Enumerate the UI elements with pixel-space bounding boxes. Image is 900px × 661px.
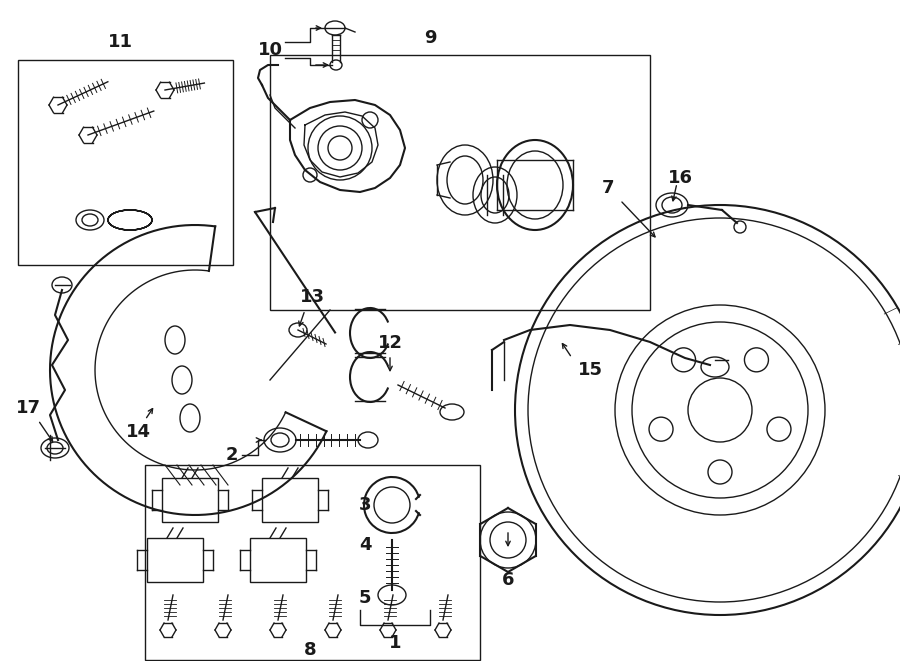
Text: 4: 4	[359, 536, 371, 554]
Text: 5: 5	[359, 589, 371, 607]
Text: 15: 15	[578, 361, 602, 379]
Text: 14: 14	[125, 423, 150, 441]
Text: 9: 9	[424, 29, 436, 47]
Bar	[262, 478, 318, 522]
Text: 11: 11	[107, 33, 132, 51]
Text: 1: 1	[389, 634, 401, 652]
Text: 16: 16	[668, 169, 692, 187]
Text: 3: 3	[359, 496, 371, 514]
Text: 2: 2	[226, 446, 239, 464]
Text: 10: 10	[257, 41, 283, 59]
Bar	[147, 538, 203, 582]
Bar	[18, 60, 233, 265]
Text: 8: 8	[303, 641, 316, 659]
Text: 7: 7	[602, 179, 614, 197]
Text: 12: 12	[377, 334, 402, 352]
Bar	[145, 465, 480, 660]
Text: 13: 13	[300, 288, 325, 306]
Text: 6: 6	[502, 571, 514, 589]
Bar	[270, 55, 650, 310]
Text: 17: 17	[15, 399, 40, 417]
Bar	[162, 478, 218, 522]
Bar	[250, 538, 306, 582]
